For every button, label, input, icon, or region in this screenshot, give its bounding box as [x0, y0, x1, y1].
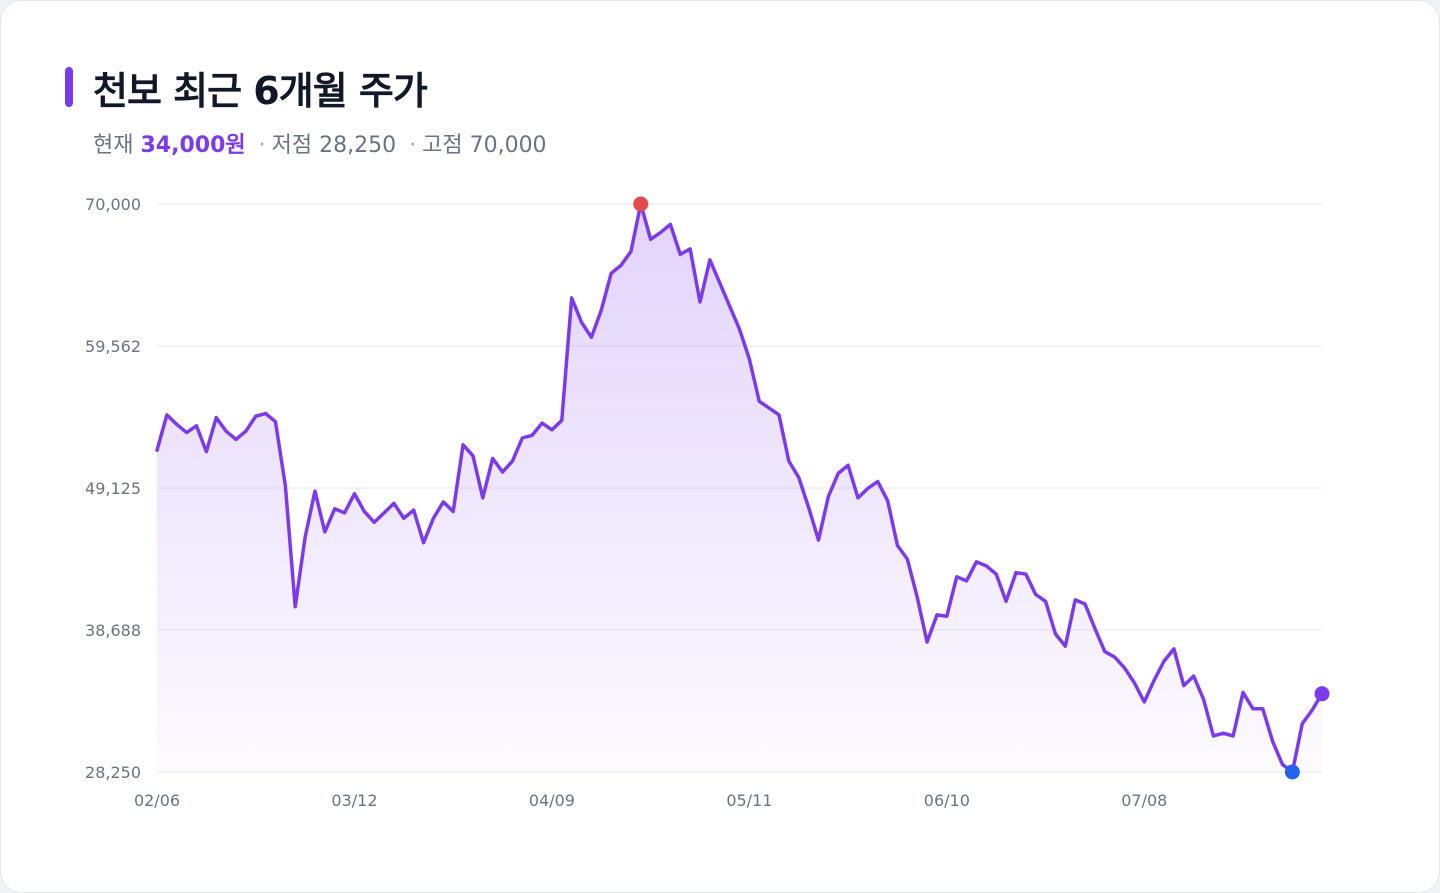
x-tick-label: 02/06: [134, 791, 180, 810]
title-row: 천보 최근 6개월 주가: [65, 63, 428, 113]
separator: ·: [409, 133, 417, 158]
price-area: [157, 204, 1322, 772]
x-tick-label: 06/10: [924, 791, 970, 810]
y-tick-label: 28,250: [85, 763, 141, 782]
price-summary: 현재 34,000원 · 저점 28,250 · 고점 70,000: [93, 127, 547, 159]
y-tick-label: 49,125: [85, 479, 141, 498]
x-tick-label: 07/08: [1121, 791, 1167, 810]
current-price: 34,000원: [140, 133, 246, 158]
markers: [633, 196, 1330, 780]
x-tick-label: 05/11: [726, 791, 772, 810]
chart-title: 천보 최근 6개월 주가: [93, 68, 428, 113]
price-line: [155, 202, 1324, 774]
x-tick-label: 04/09: [529, 791, 575, 810]
x-tick-label: 03/12: [331, 791, 377, 810]
title-accent-bar: [65, 67, 73, 107]
y-tick-label: 38,688: [85, 621, 141, 640]
high-point-marker: [633, 196, 649, 212]
y-axis-ticks: 70,000 59,562 49,125 38,688 28,250: [85, 195, 141, 782]
y-tick-label: 59,562: [85, 337, 141, 356]
x-axis-ticks: 02/06 03/12 04/09 05/11 06/10 07/08: [134, 791, 1167, 810]
current-label: 현재: [93, 133, 134, 158]
last-point-marker: [1314, 686, 1330, 702]
y-tick-label: 70,000: [85, 195, 141, 214]
high-price: 70,000: [469, 133, 547, 158]
separator: ·: [258, 133, 266, 158]
low-point-marker: [1284, 764, 1300, 780]
low-price: 28,250: [319, 133, 397, 158]
low-label: 저점: [271, 133, 313, 158]
high-label: 고점: [422, 133, 463, 158]
